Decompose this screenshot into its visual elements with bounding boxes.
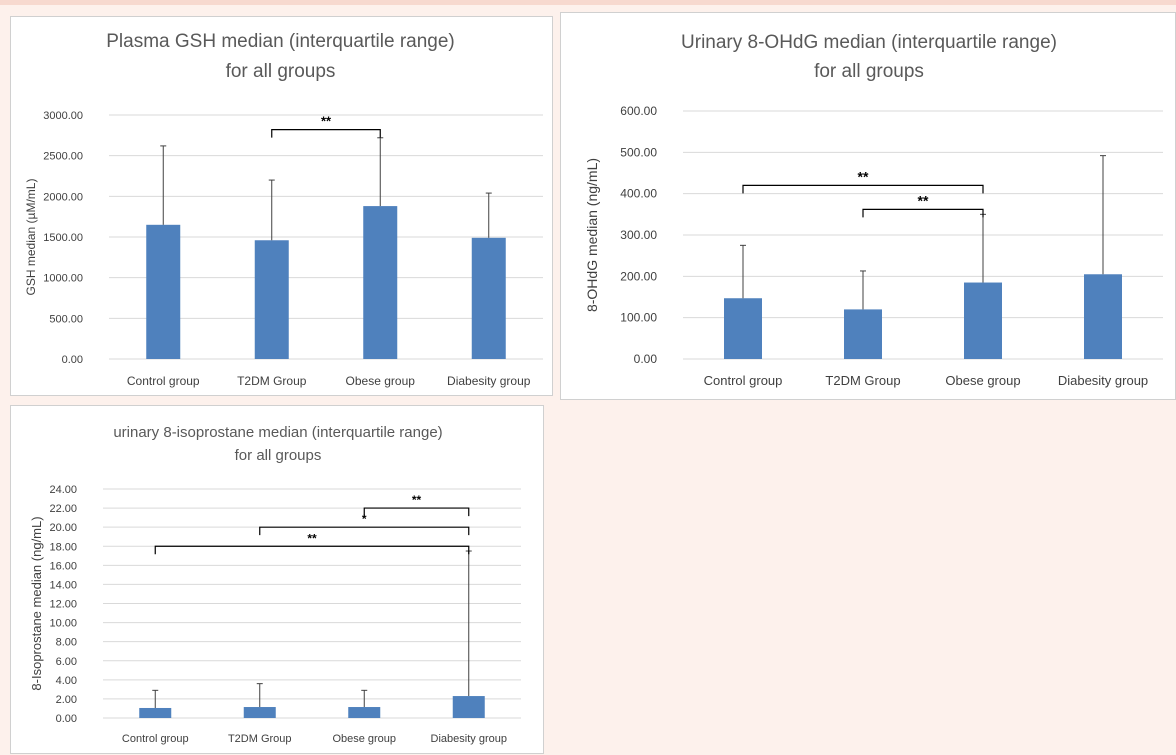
y-tick-label: 24.00 [49,484,77,496]
y-tick-label: 20.00 [49,522,77,534]
significance-label: ** [858,168,869,184]
bar [452,696,485,718]
y-axis-label: 8-OHdG median (ng/mL) [584,158,600,312]
y-tick-label: 500.00 [620,145,657,159]
x-category-label: Control group [122,733,189,745]
significance-label: ** [412,493,422,507]
y-tick-label: 500.00 [49,313,83,325]
significance-bracket [742,184,984,194]
y-tick-label: 0.00 [634,352,658,366]
y-tick-label: 22.00 [49,503,77,515]
chart-title-line: Urinary 8-OHdG median (interquartile ran… [681,32,1057,53]
chart-plasma-gsh: Plasma GSH median (interquartile range) f… [24,31,543,388]
y-tick-label: 12.00 [49,599,77,611]
x-category-label: Diabesity group [447,374,531,388]
significance-label: ** [307,531,317,545]
significance-bracket [862,208,984,218]
significance-label: ** [321,114,332,129]
bar [844,309,882,359]
y-tick-label: 4.00 [56,675,77,687]
y-tick-label: 400.00 [620,187,657,201]
x-category-label: Obese group [332,733,396,745]
x-category-label: T2DM Group [228,733,292,745]
chart-title-line: for all groups [226,61,336,82]
y-tick-label: 1000.00 [43,273,83,285]
bar [471,237,506,359]
bar [1084,274,1122,359]
y-axis-label: 8-Isoprostane median (ng/mL) [29,516,44,690]
chart-urinary-8ohdg: Urinary 8-OHdG median (interquartile ran… [584,32,1163,388]
bar [139,707,172,718]
y-tick-label: 14.00 [49,579,77,591]
y-tick-label: 300.00 [620,228,657,242]
chart-panel-plasma-gsh: Plasma GSH median (interquartile range) f… [10,16,553,396]
x-category-label: Obese group [945,373,1020,388]
significance-bracket [271,129,381,138]
significance-bracket [363,507,470,517]
y-tick-label: 600.00 [620,104,657,118]
y-tick-label: 1500.00 [43,232,83,244]
y-tick-label: 2500.00 [43,151,83,163]
x-category-label: T2DM Group [237,374,307,388]
bar [243,707,276,718]
bar [964,282,1002,359]
x-category-label: Diabesity group [1058,373,1148,388]
significance-bracket [259,526,470,536]
y-tick-label: 0.00 [62,354,83,366]
top-border [0,0,1176,5]
y-tick-label: 8.00 [56,637,77,649]
y-tick-label: 200.00 [620,269,657,283]
bar [146,224,181,359]
significance-label: * [362,512,367,526]
significance-bracket [154,545,470,555]
y-axis-label: GSH median (µM/mL) [24,179,38,296]
chart-title-line: urinary 8-isoprostane median (interquart… [113,424,442,441]
y-tick-label: 2.00 [56,694,77,706]
y-tick-label: 100.00 [620,311,657,325]
x-category-label: Obese group [346,374,416,388]
y-tick-label: 3000.00 [43,110,83,122]
bar [363,206,398,359]
chart-title-line: for all groups [235,447,322,464]
bar [348,707,381,718]
x-category-label: Control group [127,374,200,388]
bar [254,240,289,359]
y-tick-label: 10.00 [49,618,77,630]
chart-title-line: Plasma GSH median (interquartile range) [106,31,455,52]
chart-panel-urinary-8ohdg: Urinary 8-OHdG median (interquartile ran… [560,12,1176,400]
x-category-label: Control group [704,373,783,388]
y-tick-label: 6.00 [56,656,77,668]
chart-urinary-isoprostane: urinary 8-isoprostane median (interquart… [29,424,521,745]
y-tick-label: 16.00 [49,560,77,572]
y-tick-label: 0.00 [56,713,77,725]
y-tick-label: 2000.00 [43,191,83,203]
y-tick-label: 18.00 [49,541,77,553]
x-category-label: T2DM Group [825,373,900,388]
significance-label: ** [918,192,929,208]
bar [724,298,762,359]
chart-title-line: for all groups [814,61,924,82]
x-category-label: Diabesity group [431,733,507,745]
chart-panel-urinary-isoprostane: urinary 8-isoprostane median (interquart… [10,405,544,754]
